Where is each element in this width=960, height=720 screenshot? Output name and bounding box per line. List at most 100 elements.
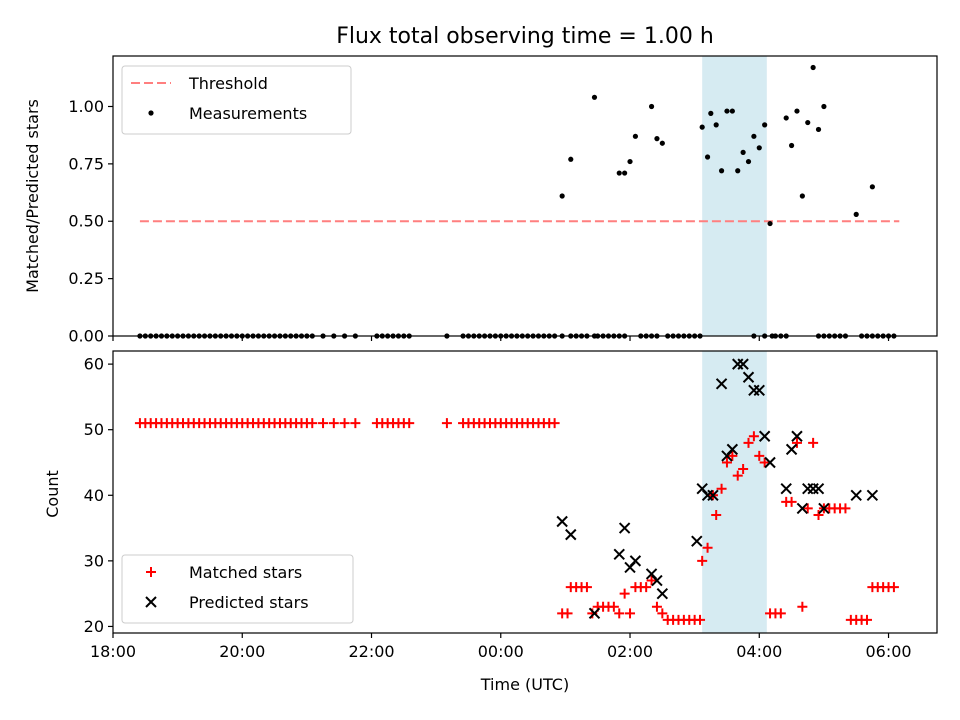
top-measurement-point xyxy=(654,136,660,142)
bottom-matched-point xyxy=(608,601,619,612)
bottom-matched-point xyxy=(651,601,662,612)
bottom-predicted-point xyxy=(737,358,749,370)
top-legend-label: Threshold xyxy=(188,74,268,93)
bottom-predicted-point xyxy=(812,483,825,495)
top-measurement-point xyxy=(648,103,655,110)
top-measurement-point xyxy=(559,193,565,199)
bottom-matched-point xyxy=(791,437,802,448)
top-chart-title: Flux total observing time = 1.00 h xyxy=(336,24,714,49)
bottom-predicted-point xyxy=(758,430,771,442)
top-measurement-point xyxy=(756,145,762,151)
bottom-predicted-point xyxy=(651,574,663,587)
bottom-y-axis-label: Count xyxy=(43,470,62,518)
top-measurement-point xyxy=(815,126,822,133)
bottom-matched-point xyxy=(748,431,759,442)
bottom-matched-point xyxy=(732,470,743,481)
bottom-ytick-label: 20 xyxy=(84,617,104,636)
top-measurement-point xyxy=(616,170,622,176)
top-measurement-point xyxy=(821,103,827,110)
bottom-matched-point xyxy=(318,418,329,429)
bottom-xtick-label: 02:00 xyxy=(607,642,653,661)
bottom-matched-point xyxy=(802,503,813,514)
bottom-predicted-point xyxy=(707,489,719,501)
bottom-legend-box xyxy=(121,554,354,624)
top-measurement-point xyxy=(724,108,730,114)
top-measurement-point xyxy=(568,156,574,162)
bottom-matched-point xyxy=(702,542,713,553)
bottom-frame xyxy=(112,350,938,634)
bottom-matched-point xyxy=(549,418,560,429)
bottom-matched-point xyxy=(797,601,808,612)
bottom-ytick-label: 60 xyxy=(84,355,104,374)
top-measurement-point xyxy=(751,133,757,139)
top-measurement-point xyxy=(708,110,714,116)
bottom-matched-point xyxy=(350,418,361,429)
top-measurement-point xyxy=(591,94,598,100)
bottom-predicted-point xyxy=(807,483,819,495)
bottom-series-cross xyxy=(556,358,879,620)
top-measurement-point xyxy=(788,142,795,149)
bottom-legend-label: Predicted stars xyxy=(189,593,309,612)
bottom-matched-point xyxy=(840,503,851,514)
top-axes: 0.00 0.25 0.50 0.75 1.00 Threshold Measurement… xyxy=(68,55,938,346)
bottom-matched-point xyxy=(695,614,706,625)
bottom-predicted-point xyxy=(613,548,625,561)
top-measurement-point xyxy=(805,119,811,126)
top-measurement-point xyxy=(853,211,859,217)
top-measurement-point xyxy=(699,124,705,130)
top-legend-box xyxy=(121,65,352,135)
bottom-predicted-point xyxy=(629,555,642,567)
top-measurement-point xyxy=(767,220,773,227)
bottom-xtick-label: 00:00 xyxy=(478,642,524,661)
bottom-matched-point xyxy=(721,457,732,468)
top-ytick-label: 0.00 xyxy=(68,327,104,346)
bottom-predicted-point xyxy=(764,456,776,469)
bottom-predicted-point xyxy=(780,483,792,495)
bottom-matched-point xyxy=(562,608,573,619)
top-measurement-point xyxy=(762,122,768,128)
top-measurement-point xyxy=(632,133,639,139)
bottom-legend-predicted-swatch xyxy=(145,596,157,608)
bottom-matched-point xyxy=(657,608,668,619)
bottom-ytick-label: 30 xyxy=(84,551,104,570)
bottom-predicted-point xyxy=(818,502,830,515)
bottom-matched-point xyxy=(861,614,872,625)
bottom-matched-point xyxy=(614,608,625,619)
top-measurement-point xyxy=(794,108,800,114)
bottom-matched-point xyxy=(759,457,770,468)
top-measurement-point xyxy=(810,64,816,71)
bottom-ytick-label: 50 xyxy=(84,420,104,439)
bottom-ytick-label: 40 xyxy=(84,486,104,505)
bottom-matched-point xyxy=(646,575,657,586)
bottom-predicted-point xyxy=(785,443,798,456)
bottom-predicted-point xyxy=(850,489,862,501)
bottom-predicted-point xyxy=(656,587,669,600)
top-measurement-point xyxy=(718,168,725,174)
bottom-predicted-point xyxy=(726,443,739,456)
top-measurement-point xyxy=(735,168,741,174)
bottom-predicted-point xyxy=(691,535,703,547)
bottom-matched-point xyxy=(786,496,797,507)
top-measurement-point xyxy=(627,158,633,165)
bottom-matched-point xyxy=(619,588,630,599)
bottom-series-plus xyxy=(134,418,899,625)
bottom-xtick-label: 22:00 xyxy=(348,642,394,661)
bottom-matched-point xyxy=(641,582,652,593)
bottom-predicted-point xyxy=(796,502,809,515)
top-measurement-point xyxy=(745,158,752,165)
bottom-matched-point xyxy=(775,608,786,619)
bottom-x-axis-label: Time (UTC) xyxy=(480,675,569,694)
bottom-predicted-point xyxy=(866,489,879,501)
top-frame xyxy=(112,55,938,337)
top-measurement-point xyxy=(740,149,746,155)
bottom-predicted-point xyxy=(791,430,803,442)
bottom-matched-point xyxy=(625,608,636,619)
bottom-matched-point xyxy=(716,483,727,494)
bottom-predicted-point xyxy=(556,515,568,528)
bottom-matched-point xyxy=(339,418,350,429)
bottom-matched-point xyxy=(711,509,722,520)
bottom-matched-point xyxy=(808,437,819,448)
bottom-matched-point xyxy=(813,509,824,520)
top-legend-label: Measurements xyxy=(189,104,307,123)
